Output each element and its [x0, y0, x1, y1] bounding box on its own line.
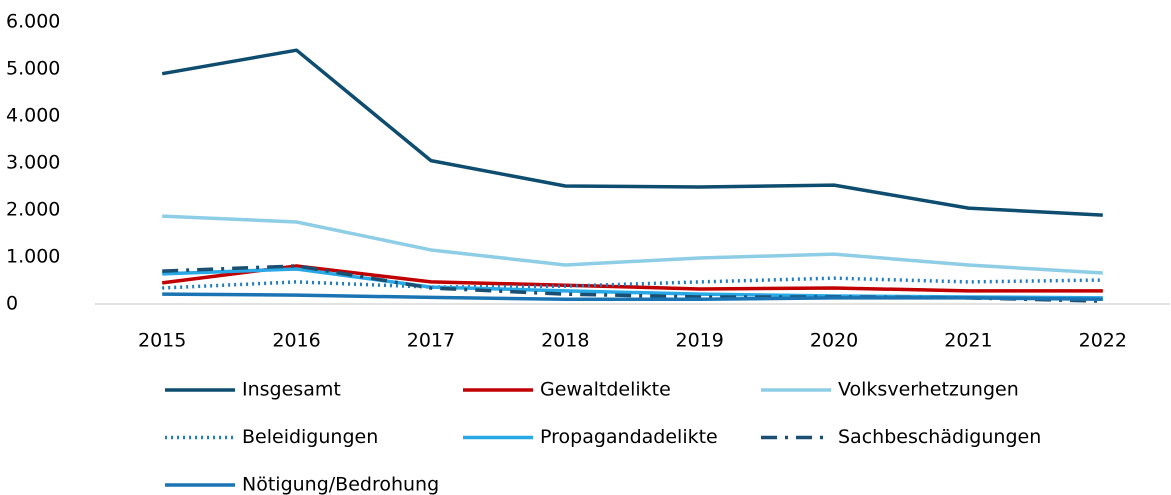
- y-tick-label: 2.000: [6, 199, 60, 221]
- x-tick-label: 2021: [944, 330, 992, 352]
- x-tick-label: 2020: [810, 330, 858, 352]
- legend-label: Insgesamt: [242, 379, 341, 401]
- x-tick-label: 2018: [541, 330, 589, 352]
- legend-label: Nötigung/Bedrohung: [242, 474, 439, 495]
- series-line: [161, 264, 1103, 293]
- x-tick-label: 2016: [272, 330, 320, 352]
- y-tick-label: 4.000: [6, 105, 60, 127]
- series-line: [162, 276, 1103, 290]
- legend-label: Volksverhetzungen: [838, 379, 1019, 401]
- legend-label: Propagandadelikte: [540, 426, 718, 448]
- x-tick-label: 2022: [1079, 330, 1127, 352]
- x-tick-label: 2017: [407, 330, 455, 352]
- series-line: [161, 48, 1103, 217]
- legend-label: Gewaltdelikte: [540, 379, 671, 401]
- y-tick-label: 1.000: [6, 246, 60, 268]
- series-line: [162, 292, 1103, 302]
- x-tick-label: 2015: [138, 330, 186, 352]
- series-line: [162, 214, 1103, 275]
- y-tick-label: 0: [6, 293, 18, 315]
- y-tick-label: 3.000: [6, 152, 60, 174]
- legend-label: Sachbeschädigungen: [838, 426, 1041, 448]
- x-tick-label: 2019: [676, 330, 724, 352]
- y-tick-label: 5.000: [6, 58, 60, 80]
- y-tick-label: 6.000: [6, 11, 60, 33]
- legend-label: Beleidigungen: [242, 426, 378, 448]
